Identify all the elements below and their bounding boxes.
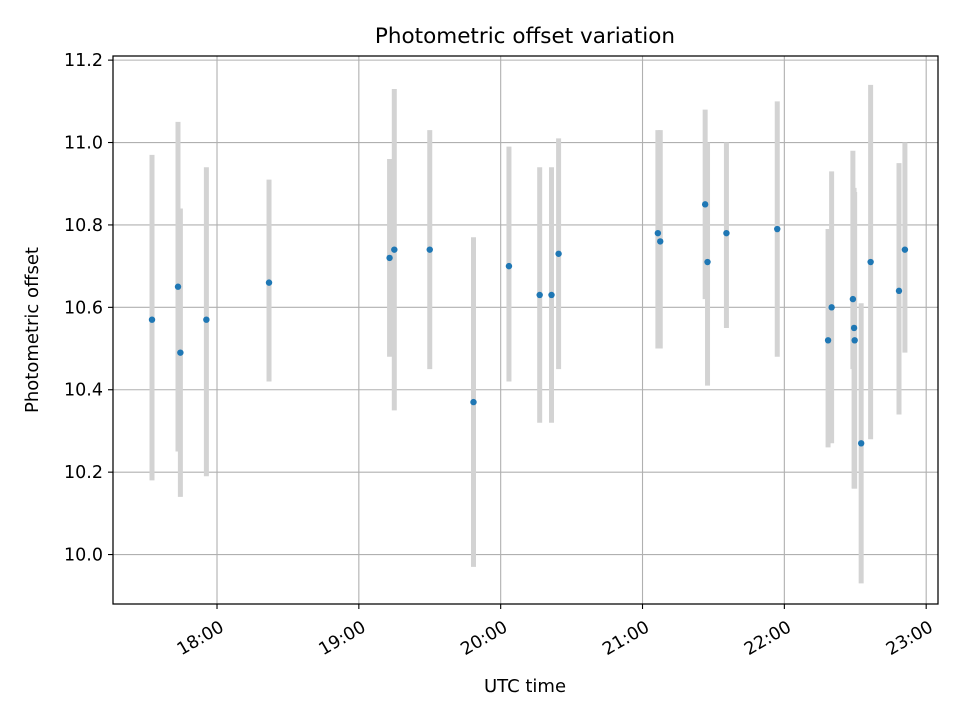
data-point [704,258,711,266]
y-tick-label: 10.6 [64,298,103,318]
data-point [857,440,865,447]
data-point [849,295,857,303]
data-point [470,398,477,406]
x-axis-title: UTC time [484,676,566,697]
data-point [555,250,562,257]
y-tick-label: 10.8 [64,216,103,236]
plot-frame [112,55,939,605]
data-points [148,201,909,447]
data-point [850,324,858,332]
y-tick-label: 11.0 [64,134,103,154]
data-point [654,229,662,237]
data-point [723,229,730,237]
data-point [426,246,433,253]
data-point [824,337,832,344]
data-point [701,201,709,208]
data-point [901,246,909,253]
y-tick-label: 10.0 [64,546,103,566]
data-point [391,246,398,253]
data-point [774,225,781,233]
y-axis-ticks: 10.0 10.2 10.4 10.6 10.8 11.0 11.2 [64,51,113,566]
data-point [148,316,156,323]
data-point [657,238,664,245]
data-point [895,287,903,295]
grid [113,56,938,604]
data-point [174,283,182,290]
plot-area [113,56,938,604]
data-point [203,316,210,323]
data-point [386,254,393,262]
data-point [851,337,858,344]
data-point [867,258,874,266]
y-axis-title: Photometric offset [22,247,43,413]
y-tick-label: 10.2 [64,463,103,483]
data-point [505,262,513,270]
chart-title: Photometric offset variation [375,24,675,49]
data-point [265,279,273,286]
data-point [828,304,835,311]
data-point [548,291,555,299]
y-tick-label: 10.4 [64,381,103,401]
y-tick-label: 11.2 [64,51,103,71]
data-point [536,291,543,299]
data-point [177,349,184,356]
